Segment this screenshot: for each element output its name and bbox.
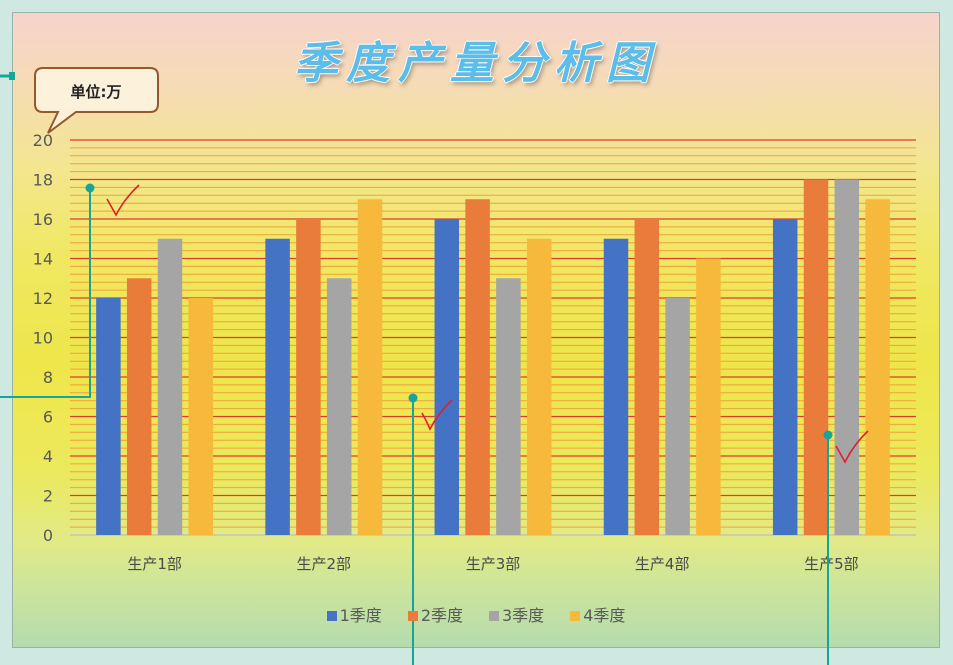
bar-q2-dept2 [296, 219, 321, 535]
legend-swatch [326, 611, 337, 621]
category-label: 生产4部 [635, 555, 690, 573]
bars [96, 179, 890, 535]
y-tick-label: 14 [33, 250, 53, 269]
y-tick-label: 12 [33, 289, 53, 308]
unit-callout: 单位:万 [34, 67, 159, 134]
category-label: 生产5部 [804, 555, 859, 573]
bar-q2-dept1 [126, 278, 152, 535]
legend: 1季度 2季度 3季度 4季度 [12, 605, 940, 627]
legend-swatch [489, 611, 499, 621]
bar-q1-dept5 [772, 219, 798, 535]
legend-label: 4季度 [583, 606, 626, 625]
bar-q3-dept2 [326, 278, 352, 535]
legend-label: 2季度 [420, 606, 463, 625]
y-tick-label: 10 [33, 329, 53, 348]
legend-item-q3: 3季度 [489, 605, 544, 627]
bar-q2-dept5 [803, 179, 829, 535]
y-tick-label: 0 [43, 526, 53, 545]
annotation-marks [0, 72, 869, 665]
y-tick-label: 2 [43, 487, 53, 506]
chart-title: 季度产量分析图 [294, 38, 658, 89]
bar-q2-dept3 [465, 199, 490, 535]
annotation-dot-2 [408, 393, 418, 403]
category-label: 生产3部 [466, 555, 521, 573]
legend-label: 1季度 [339, 606, 382, 625]
y-tick-label: 20 [33, 131, 53, 150]
legend-label: 3季度 [502, 606, 545, 625]
legend-item-q1: 1季度 [326, 605, 382, 627]
annotation-line-1 [0, 188, 91, 398]
bar-q1-dept1 [96, 298, 121, 535]
bar-q4-dept4 [696, 258, 721, 535]
bar-q1-dept2 [265, 238, 290, 535]
annotation-stub-end [9, 72, 15, 80]
check-mark-icon [835, 430, 869, 464]
x-axis-categories: 生产1部 生产2部 生产3部 生产4部 生产5部 [127, 555, 858, 573]
bar-q4-dept5 [865, 199, 890, 535]
check-mark-icon [106, 184, 140, 217]
bar-q3-dept4 [665, 298, 690, 535]
bar-q3-dept3 [496, 278, 521, 535]
annotation-dot-3 [823, 430, 833, 440]
bar-q3-dept1 [157, 238, 183, 535]
y-tick-label: 8 [43, 368, 53, 387]
bar-q1-dept4 [603, 238, 629, 535]
y-tick-label: 4 [43, 447, 53, 466]
y-axis-ticks: 0 2 4 6 8 10 12 14 16 18 20 [33, 131, 53, 545]
bar-q2-dept4 [634, 219, 660, 535]
unit-callout-bubble [34, 67, 159, 134]
legend-swatch [570, 611, 581, 621]
y-tick-label: 16 [33, 210, 53, 229]
y-tick-label: 18 [33, 171, 53, 190]
annotation-dot-1 [85, 183, 95, 193]
check-mark-icon [421, 399, 453, 431]
legend-swatch [407, 611, 418, 621]
bar-q1-dept3 [434, 219, 460, 535]
bar-q4-dept3 [526, 238, 552, 535]
legend-item-q4: 4季度 [570, 605, 625, 627]
unit-label: 单位:万 [71, 83, 122, 101]
bar-q4-dept1 [188, 298, 214, 535]
bar-q4-dept2 [357, 199, 383, 535]
category-label: 生产1部 [127, 555, 182, 573]
y-tick-label: 6 [43, 408, 53, 427]
bar-q3-dept5 [834, 179, 860, 535]
legend-item-q2: 2季度 [407, 605, 463, 627]
category-label: 生产2部 [297, 555, 352, 573]
